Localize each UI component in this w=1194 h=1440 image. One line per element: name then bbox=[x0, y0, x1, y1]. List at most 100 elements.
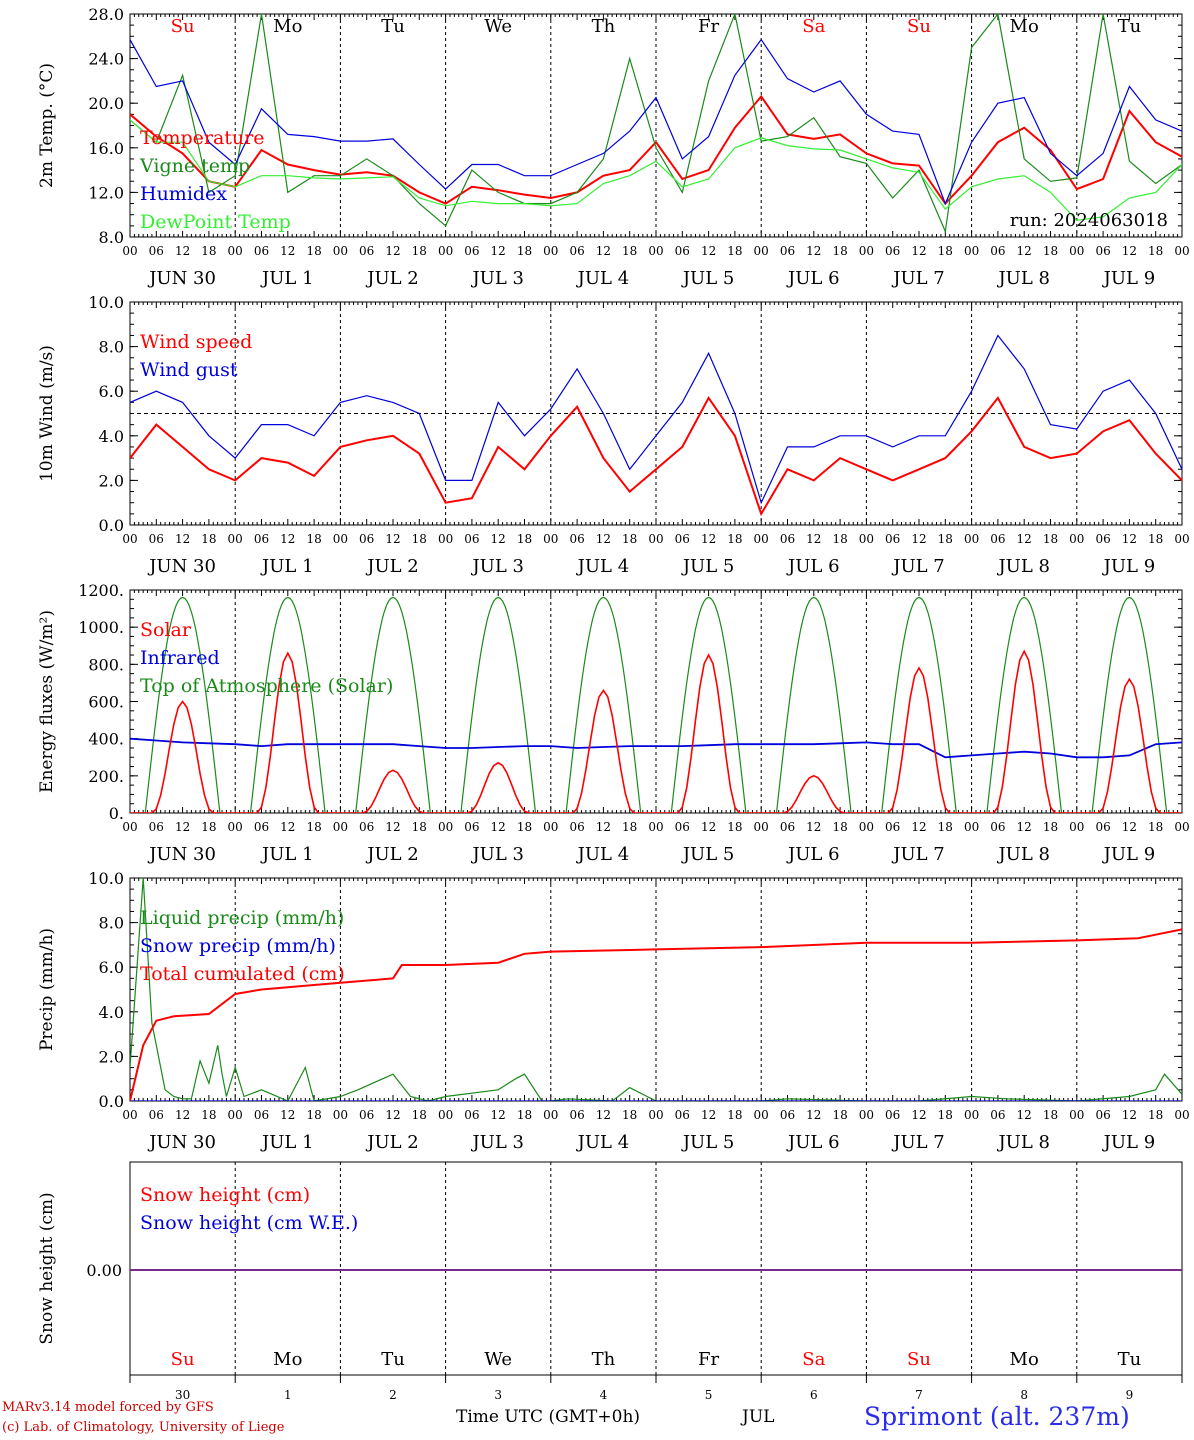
x-hour-label: 00 bbox=[964, 820, 979, 834]
x-hour-label: 00 bbox=[1069, 244, 1084, 258]
day-number-label: 9 bbox=[1126, 1388, 1134, 1402]
x-hour-label: 06 bbox=[1095, 532, 1110, 546]
x-date-label: JUL 8 bbox=[996, 556, 1050, 577]
x-date-label: JUL 7 bbox=[891, 1132, 945, 1153]
x-hour-label: 00 bbox=[964, 1108, 979, 1122]
y-tick-label: 6.0 bbox=[99, 382, 124, 401]
weekday-label: Tu bbox=[1118, 1349, 1142, 1370]
panel-3: 0. 200. 400. 600. 800. 1000. 1200. Energy fluxe… bbox=[37, 581, 1190, 865]
x-hour-label: 06 bbox=[464, 1108, 479, 1122]
y-tick-label: 20.0 bbox=[88, 94, 124, 113]
legend-entry: Wind speed bbox=[140, 331, 252, 353]
x-hour-label: 12 bbox=[280, 532, 295, 546]
x-hour-label: 00 bbox=[122, 244, 137, 258]
y-axis-label: Precip (mm/h) bbox=[37, 928, 57, 1051]
day-number-label: 3 bbox=[494, 1388, 502, 1402]
x-hour-label: 06 bbox=[990, 1108, 1005, 1122]
x-hour-label: 00 bbox=[333, 820, 348, 834]
location-label: Sprimont (alt. 237m) bbox=[864, 1402, 1130, 1431]
x-hour-label: 18 bbox=[938, 1108, 953, 1122]
model-credit-line: MARv3.14 model forced by GFS bbox=[2, 1400, 214, 1415]
x-hour-label: 00 bbox=[859, 1108, 874, 1122]
x-hour-label: 00 bbox=[754, 532, 769, 546]
x-hour-label: 06 bbox=[464, 532, 479, 546]
x-date-label: JUL 3 bbox=[470, 1132, 524, 1153]
x-hour-label: 00 bbox=[859, 244, 874, 258]
plot-area bbox=[130, 14, 1182, 234]
x-date-label: JUL 5 bbox=[681, 844, 735, 865]
day-number-label: 8 bbox=[1020, 1388, 1028, 1402]
x-hour-label: 18 bbox=[1043, 244, 1058, 258]
y-tick-label: 2.0 bbox=[99, 1047, 124, 1066]
x-hour-label: 12 bbox=[596, 820, 611, 834]
x-hour-label: 00 bbox=[543, 820, 558, 834]
x-hour-label: 06 bbox=[254, 244, 269, 258]
series-line-temperature bbox=[130, 94, 1182, 206]
weekday-label: Sa bbox=[802, 1349, 825, 1370]
x-date-label: JUL 6 bbox=[786, 268, 840, 289]
x-hour-label: 06 bbox=[569, 820, 584, 834]
y-tick-label: 8.0 bbox=[99, 338, 124, 357]
weekday-label: Fr bbox=[698, 1349, 719, 1370]
x-hour-label: 18 bbox=[412, 244, 427, 258]
legend-entry: Infrared bbox=[140, 647, 220, 669]
lab-credit-line: (c) Lab. of Climatology, University of L… bbox=[2, 1420, 285, 1435]
x-hour-label: 12 bbox=[1017, 532, 1032, 546]
x-date-label: JUL 1 bbox=[260, 1132, 314, 1153]
x-hour-label: 18 bbox=[306, 244, 321, 258]
legend-entry: Snow height (cm W.E.) bbox=[140, 1212, 358, 1234]
x-hour-label: 06 bbox=[990, 532, 1005, 546]
x-hour-label: 18 bbox=[832, 244, 847, 258]
x-hour-label: 12 bbox=[491, 244, 506, 258]
x-hour-label: 12 bbox=[596, 532, 611, 546]
x-hour-label: 00 bbox=[754, 820, 769, 834]
x-hour-label: 00 bbox=[438, 244, 453, 258]
x-hour-label: 18 bbox=[306, 1108, 321, 1122]
x-hour-label: 12 bbox=[911, 532, 926, 546]
x-date-label: JUL 8 bbox=[996, 1132, 1050, 1153]
x-hour-label: 12 bbox=[385, 244, 400, 258]
x-date-label: JUL 5 bbox=[681, 556, 735, 577]
series-line-top-of-atmosphere bbox=[130, 596, 1182, 813]
x-date-label: JUL 2 bbox=[365, 268, 419, 289]
x-hour-label: 06 bbox=[359, 820, 374, 834]
x-hour-label: 06 bbox=[149, 1108, 164, 1122]
panel-1: 8.0 12.0 16.0 20.0 24.0 28.0 2m Temp. (°C) 00 06… bbox=[37, 5, 1190, 289]
weekday-label: Su bbox=[171, 16, 195, 37]
x-hour-label: 12 bbox=[175, 532, 190, 546]
x-hour-label: 12 bbox=[701, 532, 716, 546]
series-line-wind-speed bbox=[130, 395, 1182, 517]
x-hour-label: 18 bbox=[517, 820, 532, 834]
x-hour-label: 00 bbox=[438, 532, 453, 546]
x-hour-label: 18 bbox=[306, 820, 321, 834]
x-date-label: JUL 3 bbox=[470, 268, 524, 289]
x-date-label: JUL 4 bbox=[576, 268, 630, 289]
time-axis-label: Time UTC (GMT+0h) bbox=[456, 1407, 641, 1427]
x-hour-label: 00 bbox=[333, 1108, 348, 1122]
y-tick-label: 8.0 bbox=[99, 228, 124, 247]
x-hour-label: 18 bbox=[517, 244, 532, 258]
x-hour-label: 12 bbox=[701, 1108, 716, 1122]
y-tick-label: 400. bbox=[88, 730, 124, 749]
weekday-label: Tu bbox=[381, 16, 405, 37]
plot-frame bbox=[129, 13, 1183, 238]
x-hour-label: 12 bbox=[596, 244, 611, 258]
x-date-label: JUL 2 bbox=[365, 1132, 419, 1153]
x-hour-label: 06 bbox=[675, 820, 690, 834]
day-number-label: 6 bbox=[810, 1388, 818, 1402]
x-hour-label: 00 bbox=[228, 532, 243, 546]
legend-entry: Wind gust bbox=[140, 359, 238, 381]
y-tick-label: 10.0 bbox=[88, 293, 124, 312]
weekday-label: Sa bbox=[802, 16, 825, 37]
y-axis-label: Snow height (cm) bbox=[37, 1192, 57, 1344]
x-hour-label: 00 bbox=[1174, 532, 1189, 546]
x-hour-label: 00 bbox=[1069, 1108, 1084, 1122]
x-hour-label: 12 bbox=[280, 244, 295, 258]
x-date-label: JUL 7 bbox=[891, 268, 945, 289]
x-hour-label: 18 bbox=[622, 244, 637, 258]
y-tick-label: 12.0 bbox=[88, 183, 124, 202]
plot-area bbox=[130, 878, 1182, 1101]
x-hour-label: 18 bbox=[201, 244, 216, 258]
x-hour-label: 12 bbox=[1017, 244, 1032, 258]
x-hour-label: 00 bbox=[859, 532, 874, 546]
